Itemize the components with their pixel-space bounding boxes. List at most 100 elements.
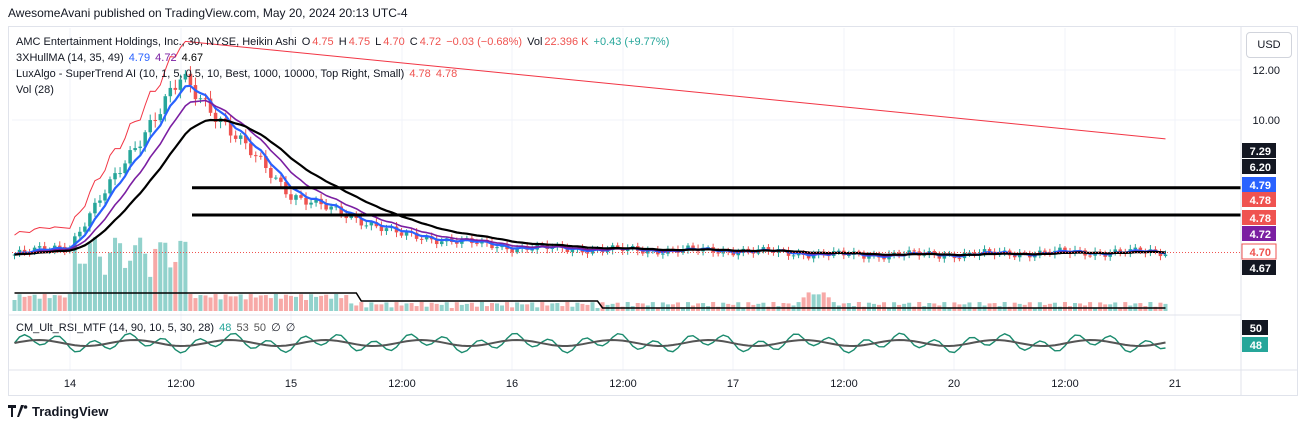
volume-bar: [419, 302, 424, 311]
volume-bar: [32, 294, 37, 311]
volume-bar: [831, 302, 836, 311]
volume-bar: [87, 243, 92, 311]
candle-body: [294, 195, 298, 200]
price-badge-label: 4.79: [1250, 180, 1271, 192]
volume-bar: [67, 294, 72, 311]
volume-bar: [1078, 303, 1083, 311]
volume-bar: [384, 302, 389, 311]
legend-o-label: O: [301, 36, 311, 48]
volume-bar: [500, 305, 505, 311]
candle-body: [565, 247, 570, 253]
volume-bar: [892, 302, 897, 311]
x-tick-label: 12:00: [167, 378, 195, 390]
volume-bar: [389, 307, 394, 311]
volume-bar: [394, 302, 399, 311]
legend-c-label: C: [409, 36, 418, 48]
x-tick-label: 12:00: [1051, 378, 1079, 390]
volume-bar: [575, 302, 580, 311]
volume-bar: [1073, 303, 1078, 311]
volume-bar: [193, 298, 198, 311]
volume-bar: [183, 241, 188, 311]
volume-bar: [530, 302, 535, 311]
candle-body: [957, 258, 962, 260]
candle-body: [495, 247, 499, 249]
candle-body: [761, 247, 766, 250]
price-badge: [1242, 226, 1276, 241]
candle-body: [304, 197, 308, 205]
volume-bar: [12, 300, 17, 311]
volume-bar: [796, 302, 801, 311]
volume-bar: [273, 294, 278, 311]
volume-bar: [590, 302, 595, 311]
candle-body: [811, 254, 816, 259]
candle-body: [173, 87, 178, 90]
tradingview-brand[interactable]: TradingView: [8, 404, 108, 419]
volume-bar: [188, 294, 193, 311]
candle-body: [238, 135, 243, 139]
volume-bar: [168, 267, 173, 311]
volume-bar: [565, 302, 570, 311]
volume-bar: [1027, 302, 1032, 311]
volume-bar: [42, 294, 47, 311]
candle-body: [118, 173, 122, 175]
volume-bar: [344, 295, 349, 311]
candle-body: [1133, 247, 1138, 250]
price-badge: [1242, 143, 1276, 158]
legend-rsi-title: CM_Ult_RSI_MTF (14, 90, 10, 5, 30, 28): [16, 322, 215, 334]
legend-h-label: H: [338, 36, 347, 48]
price-badge-label: 4.70: [1250, 247, 1271, 259]
volume-bar: [525, 304, 530, 311]
candle-body: [384, 228, 389, 232]
volume-bar: [786, 303, 791, 311]
volume-bar: [781, 303, 786, 311]
candle-body: [736, 253, 741, 256]
price-badge: [1242, 210, 1276, 225]
volume-bar: [510, 307, 515, 311]
volume-bar: [1093, 307, 1098, 311]
volume-bar: [1002, 302, 1007, 311]
volume-bar: [243, 299, 248, 311]
volume-bar: [22, 296, 27, 311]
volume-bar: [1153, 306, 1158, 311]
rsi-badge-label: 50: [1250, 323, 1262, 335]
volume-bar: [520, 304, 525, 311]
volume-bar: [1088, 302, 1093, 311]
volume-bar: [1148, 302, 1153, 311]
candle-body: [1063, 247, 1067, 252]
volume-bar: [560, 306, 565, 311]
candle-body: [198, 98, 203, 100]
volume-bar: [339, 298, 344, 311]
candle-body: [354, 215, 359, 219]
volume-bar: [675, 302, 680, 311]
currency-button[interactable]: USD: [1246, 32, 1292, 58]
volume-bar: [811, 294, 816, 311]
volume-bar: [1158, 302, 1163, 311]
legend-vol-title: Vol (28): [16, 84, 54, 96]
volume-bar: [942, 302, 947, 311]
volume-bar: [655, 307, 660, 311]
price-badge-label: 4.78: [1250, 213, 1271, 225]
volume-bar: [580, 303, 585, 311]
candle-body: [178, 79, 183, 90]
candle-body: [1043, 250, 1047, 252]
volume-bar: [364, 307, 369, 311]
legend-supertrend-v1: 4.78: [409, 68, 431, 80]
hull-fast-line: [14, 84, 1166, 259]
volume-bar: [977, 302, 982, 311]
volume-bar: [1032, 307, 1037, 311]
y-tick-label: 12.00: [1252, 65, 1280, 77]
price-badge-label: 4.72: [1250, 229, 1271, 241]
volume-bar: [489, 303, 495, 311]
x-tick-label: 15: [285, 378, 297, 390]
price-badge: [1242, 192, 1276, 207]
candle-body: [193, 85, 198, 100]
volume-bar: [761, 302, 766, 311]
volume-bar: [359, 302, 364, 311]
volume-bar: [736, 302, 741, 311]
volume-bar: [1012, 302, 1017, 311]
candle-body: [163, 96, 168, 115]
candle-body: [324, 204, 328, 210]
candle-body: [510, 249, 514, 253]
candle-body: [133, 148, 137, 151]
